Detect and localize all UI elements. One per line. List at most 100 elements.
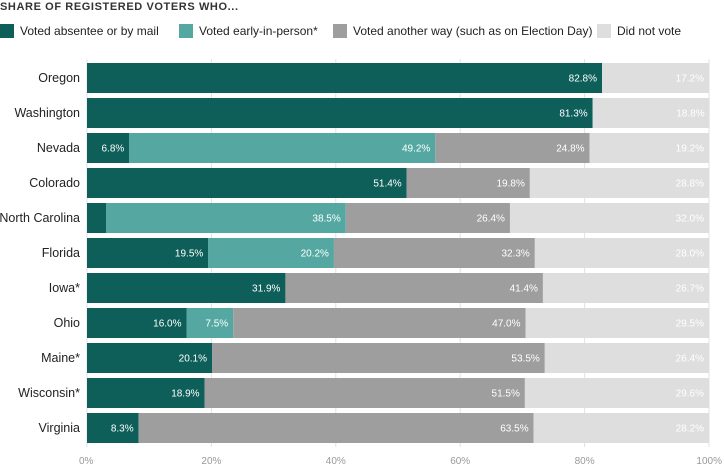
- legend-label: Voted absentee or by mail: [20, 24, 159, 38]
- legend-swatch: [597, 24, 611, 38]
- data-label: 82.8%: [569, 74, 597, 85]
- bar-segment: [87, 133, 130, 163]
- data-label: 29.5%: [676, 319, 704, 330]
- bar-segment: [106, 203, 346, 233]
- bar-segment: [509, 203, 709, 233]
- data-label: 19.5%: [175, 249, 203, 260]
- legend-label: Did not vote: [617, 24, 681, 38]
- data-label: 53.5%: [511, 354, 539, 365]
- bar-segment: [233, 308, 526, 338]
- data-label: 26.4%: [477, 214, 505, 225]
- x-tick-label: 20%: [201, 456, 221, 466]
- legend-swatch: [333, 24, 347, 38]
- data-label: 19.2%: [676, 144, 704, 155]
- data-label: 20.2%: [301, 249, 329, 260]
- bar-segment: [592, 98, 710, 128]
- bar-segment: [406, 168, 530, 198]
- x-tick-label: 0%: [79, 456, 94, 466]
- category-label: Iowa*: [49, 281, 80, 295]
- category-label: Ohio: [54, 316, 80, 330]
- bar-segment: [212, 343, 545, 373]
- data-label: 28.2%: [676, 424, 704, 435]
- data-label: 41.4%: [510, 284, 538, 295]
- bar-segment: [435, 133, 590, 163]
- bar-segment: [87, 168, 407, 198]
- bar-segment: [208, 238, 334, 268]
- data-label: 29.6%: [676, 389, 704, 400]
- x-tick-label: 60%: [450, 456, 470, 466]
- bar-segment: [544, 343, 709, 373]
- data-label: 31.9%: [252, 284, 280, 295]
- data-label: 81.3%: [559, 109, 587, 120]
- bar-segment: [529, 168, 709, 198]
- category-label: Virginia: [39, 421, 81, 435]
- bar-segment: [87, 343, 213, 373]
- data-label: 26.7%: [676, 284, 704, 295]
- category-label: Maine*: [41, 351, 80, 365]
- bar-segment: [186, 308, 234, 338]
- bar-segment: [533, 413, 709, 443]
- data-label: 47.0%: [492, 319, 520, 330]
- category-labels: Oregon Washington Nevada Colorado North Caro…: [0, 71, 80, 435]
- bar-segment: [534, 238, 709, 268]
- category-label: Wisconsin*: [18, 386, 80, 400]
- bar-segment: [542, 273, 709, 303]
- bar-segment: [333, 238, 535, 268]
- data-label: 24.8%: [556, 144, 584, 155]
- data-label: 16.0%: [153, 319, 181, 330]
- x-tick-label: 40%: [326, 456, 346, 466]
- legend-swatch: [179, 24, 193, 38]
- x-tick-label: 100%: [696, 456, 722, 466]
- bar-segment: [87, 98, 593, 128]
- legend-label: Voted early-in-person*: [199, 24, 318, 38]
- bars: 82.8% 17.2% 81.3% 18.8% 6.8% 49.2% 24.8% 19.2% 5…: [87, 63, 710, 443]
- data-label: 7.5%: [205, 319, 228, 330]
- bar-segment: [524, 378, 709, 408]
- legend-swatch: [0, 24, 14, 38]
- bar-segment: [525, 308, 709, 338]
- bar-segment: [87, 413, 139, 443]
- category-label: Colorado: [29, 176, 80, 190]
- x-tick-label: 80%: [575, 456, 595, 466]
- data-label: 49.2%: [402, 144, 430, 155]
- data-label: 18.8%: [676, 109, 704, 120]
- data-label: 26.4%: [676, 354, 704, 365]
- bar-segment: [138, 413, 534, 443]
- data-label: 18.9%: [171, 389, 199, 400]
- data-label: 28.0%: [676, 249, 704, 260]
- data-label: 17.2%: [676, 74, 704, 85]
- bar-segment: [285, 273, 543, 303]
- category-label: Florida: [42, 246, 80, 260]
- x-axis-ticks: 0% 20% 40% 60% 80% 100%: [79, 456, 722, 466]
- chart-title: SHARE OF REGISTERED VOTERS WHO...: [0, 1, 239, 13]
- data-label: 51.4%: [373, 179, 401, 190]
- data-label: 38.5%: [312, 214, 340, 225]
- bar-segment: [87, 203, 107, 233]
- bar-segment: [129, 133, 436, 163]
- bar-segment: [87, 63, 603, 93]
- bar-segment: [87, 378, 205, 408]
- data-label: 51.5%: [492, 389, 520, 400]
- data-label: 6.8%: [101, 144, 124, 155]
- data-label: 8.3%: [111, 424, 134, 435]
- category-label: Washington: [14, 106, 80, 120]
- bar-segment: [589, 133, 709, 163]
- data-label: 28.8%: [676, 179, 704, 190]
- bar-segment: [87, 238, 209, 268]
- data-label: 19.8%: [497, 179, 525, 190]
- data-label: 20.1%: [179, 354, 207, 365]
- legend: Voted absentee or by mail Voted early-in-…: [0, 24, 681, 38]
- bar-segment: [204, 378, 525, 408]
- category-label: Nevada: [37, 141, 80, 155]
- bar-segment: [87, 273, 286, 303]
- legend-label: Voted another way (such as on Election D…: [353, 24, 592, 38]
- bar-segment: [87, 308, 187, 338]
- bar-segment: [345, 203, 510, 233]
- data-label: 63.5%: [500, 424, 528, 435]
- category-label: North Carolina: [0, 211, 80, 225]
- bar-segment: [602, 63, 709, 93]
- category-label: Oregon: [38, 71, 80, 85]
- data-label: 32.0%: [676, 214, 704, 225]
- data-label: 32.3%: [501, 249, 529, 260]
